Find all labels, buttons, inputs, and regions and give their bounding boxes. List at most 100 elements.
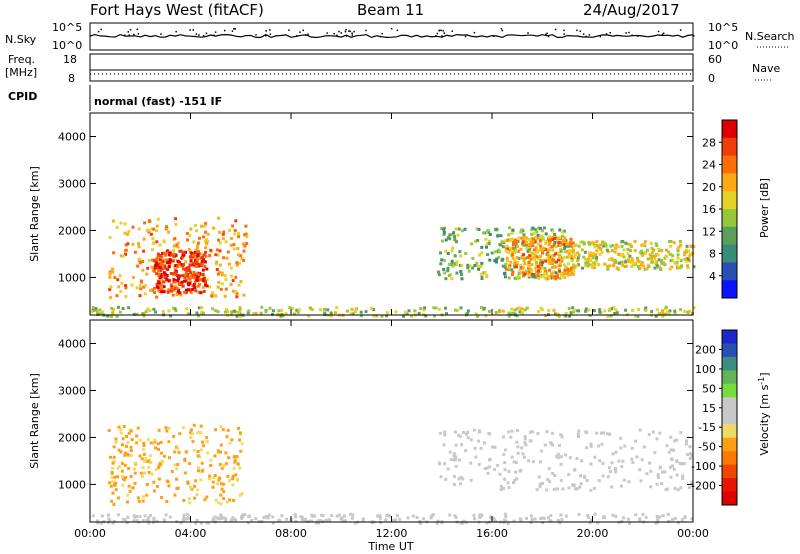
power-cell [653,266,657,270]
velocity-cell [108,481,112,485]
velocity-cell [124,444,128,448]
power-cell [644,309,648,313]
velocity-cell [110,499,114,503]
power-cell [155,240,159,244]
velocity-cell [147,516,151,520]
power-cell [167,230,171,234]
power-cell [173,271,177,275]
power-colorbar-segment [722,173,737,192]
power-cell [606,267,610,271]
power-cell [174,253,178,257]
power-cell [609,314,613,318]
beam-label: Beam 11 [357,1,424,19]
power-cell [547,276,551,280]
velocity-cell [234,518,238,522]
velocity-cell [114,437,118,441]
power-cell [220,273,224,277]
velocity-cell [593,455,597,459]
power-cell [601,240,605,244]
velocity-cell [655,515,659,518]
velocity-ytick-label: 4000 [58,337,86,350]
power-cell [679,265,683,269]
power-cell [534,260,538,264]
power-cell [519,230,523,234]
power-cell [688,259,692,263]
power-cell [242,249,246,253]
velocity-cell [133,481,137,485]
power-cell [184,260,188,264]
power-cell [176,265,180,269]
velocity-cell [238,493,242,497]
power-cell [181,274,185,278]
power-cell [193,286,197,290]
power-cell [541,236,545,240]
velocity-cell [551,443,554,447]
power-cell [588,258,592,262]
velocity-colorbar-tick: -200 [691,480,716,493]
power-cell [522,236,525,240]
velocity-cell [560,518,564,521]
velocity-cell [477,439,480,443]
power-cell [197,264,201,268]
velocity-cell [406,516,410,520]
power-cell [172,252,176,256]
power-cell [108,271,112,275]
velocity-cell [579,482,583,486]
velocity-cell [458,434,462,438]
velocity-cell [239,449,243,453]
power-cell [558,263,562,267]
power-cell [233,229,237,232]
power-cell [151,258,155,262]
power-cell [528,270,532,274]
power-cell [189,288,192,292]
velocity-cell [152,519,156,523]
velocity-cell [527,459,531,463]
power-cell [121,254,125,258]
velocity-cell [578,474,582,478]
power-cell [142,237,146,241]
power-cell [559,248,563,252]
power-cell [197,250,201,253]
power-cell [218,263,222,267]
velocity-cell [142,452,146,456]
velocity-cell [197,469,200,473]
velocity-cell [122,425,126,428]
power-cell [503,239,507,243]
velocity-cell [147,465,151,469]
velocity-cell [234,473,238,477]
power-cell [595,240,599,244]
power-cell [663,312,667,316]
velocity-cell [568,456,572,460]
power-cell [417,312,421,315]
power-cell [201,278,205,282]
power-cell [511,253,515,257]
power-cell [235,263,239,267]
power-cell [197,257,201,261]
velocity-cell [588,521,592,525]
power-cell [610,307,614,311]
power-cell [539,244,543,248]
power-cell [240,257,244,261]
velocity-cell [669,448,673,452]
power-cell [99,312,103,316]
power-cell [160,287,163,291]
power-cell [684,250,688,254]
power-cell [615,243,619,247]
nsky-point [351,32,353,34]
power-cell [494,311,498,314]
power-cell [500,258,504,262]
velocity-cell [112,502,116,506]
velocity-ytick-label: 2000 [58,431,86,444]
nsky-point [345,35,348,37]
velocity-cell [129,445,133,449]
nsky-point [349,30,351,33]
velocity-cell [159,440,163,444]
power-cell [554,260,558,264]
power-cell [508,226,512,230]
velocity-cell [203,498,207,502]
velocity-cell [653,451,657,455]
velocity-cell [164,426,168,430]
power-cell [554,245,558,249]
power-cell [183,275,187,279]
power-cell [479,272,483,276]
